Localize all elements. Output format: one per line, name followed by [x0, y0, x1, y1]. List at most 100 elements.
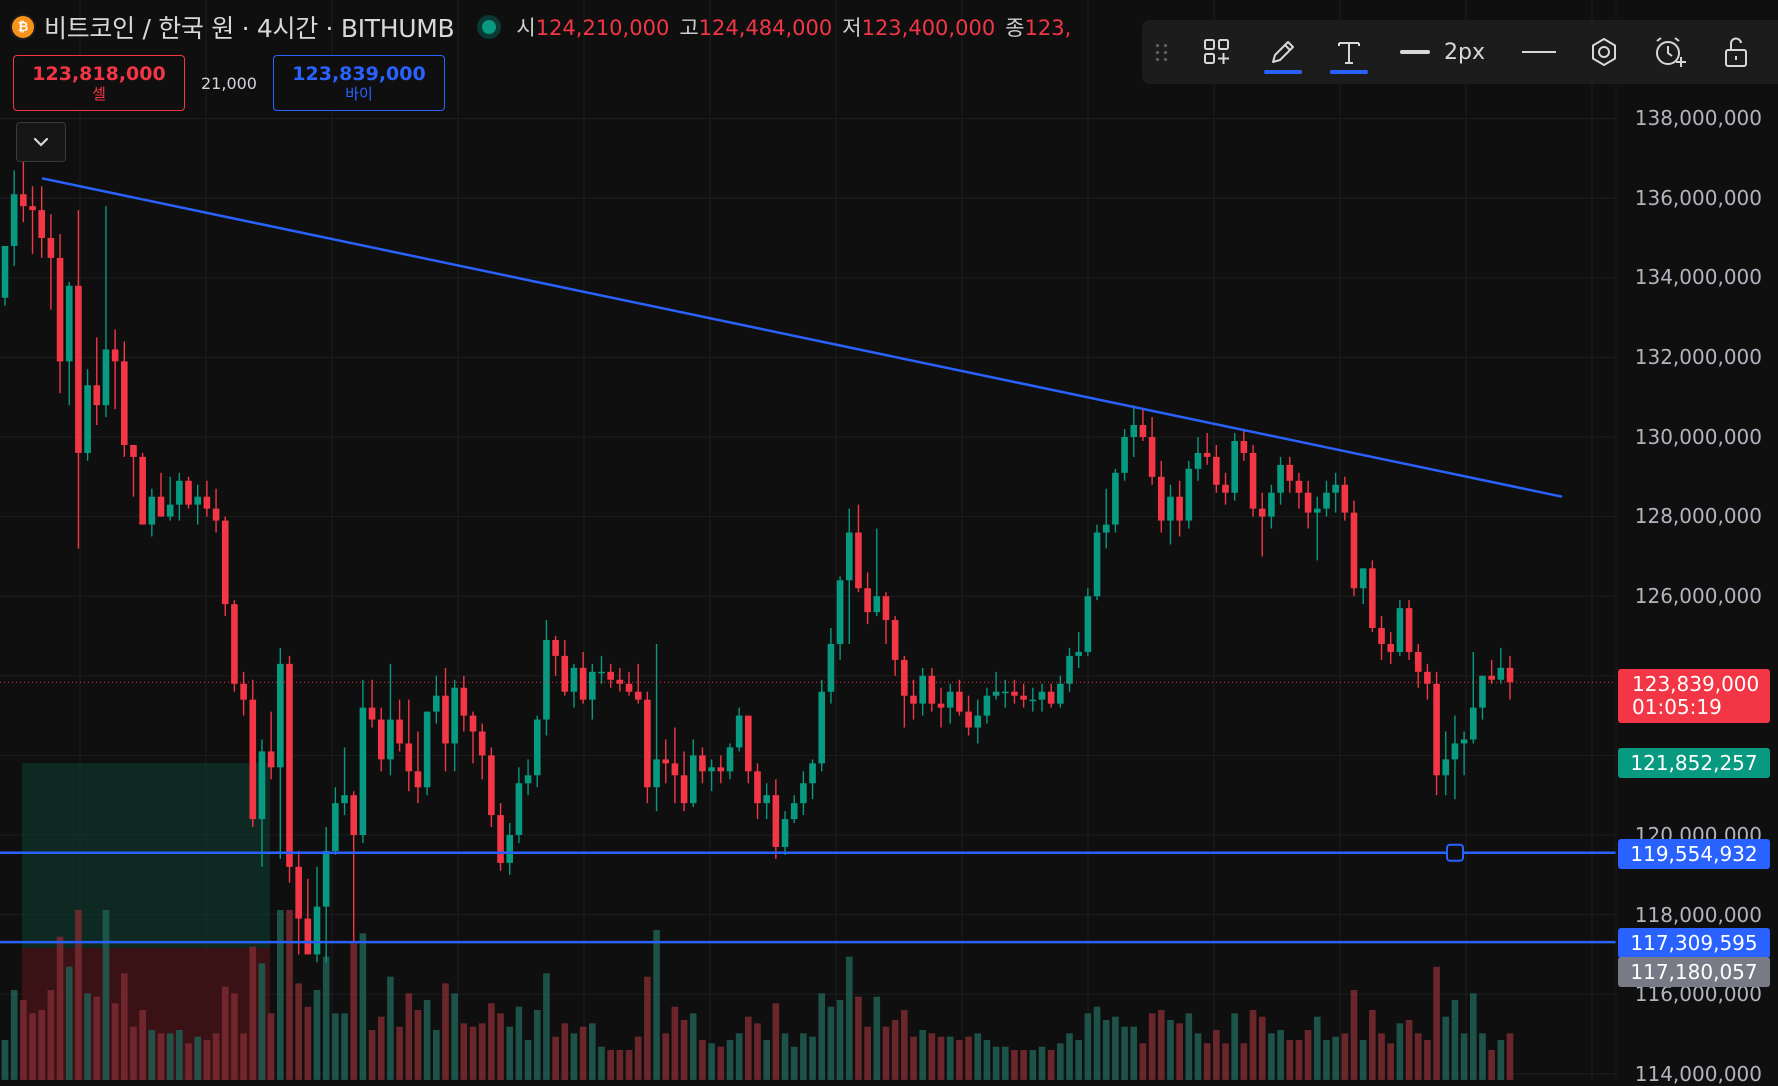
- candle-body: [1442, 759, 1450, 776]
- candle-body: [827, 643, 835, 692]
- line-style-icon: [1521, 51, 1556, 53]
- volume-bar: [717, 1046, 725, 1080]
- candle-body: [488, 755, 495, 816]
- candle-body: [341, 795, 348, 804]
- symbol-title[interactable]: 비트코인 / 한국 원 · 4시간 · BITHUMB: [44, 14, 455, 43]
- volume-bar: [1, 1040, 9, 1080]
- chevron-down-icon: [33, 137, 49, 147]
- line-handle: [1446, 843, 1464, 862]
- candle-body: [240, 683, 247, 700]
- price-axis-label: 126,000,000: [1634, 584, 1762, 608]
- buy-button[interactable]: 123,839,000 바이: [273, 55, 445, 111]
- volume-bar: [102, 910, 110, 1080]
- volume-bar: [1323, 1040, 1330, 1080]
- volume-bar: [56, 936, 64, 1080]
- volume-bar: [341, 1013, 348, 1080]
- volume-bar: [891, 1020, 899, 1080]
- spread-value: 21,000: [201, 73, 257, 93]
- volume-bar: [827, 1006, 835, 1080]
- candle-body: [1093, 532, 1101, 597]
- candle-body: [1313, 508, 1321, 513]
- volume-bar: [1194, 1033, 1202, 1080]
- line-width-label: 2px: [1444, 39, 1485, 65]
- candle-body: [359, 707, 367, 835]
- volume-bar: [84, 993, 91, 1080]
- volume-bar: [1167, 1020, 1174, 1080]
- volume-bar: [506, 1026, 514, 1080]
- add-indicator-button[interactable]: [1184, 20, 1250, 84]
- volume-bar: [956, 1040, 963, 1080]
- horizontal-line-1-tag[interactable]: 119,554,932: [1618, 839, 1770, 869]
- candle-body: [1350, 512, 1358, 589]
- candle-body: [442, 695, 449, 744]
- candle-body: [1378, 628, 1385, 644]
- trendline: [41, 177, 1563, 498]
- volume-bar: [1359, 1040, 1367, 1080]
- candle-body: [111, 349, 119, 362]
- drawing-toolbar: 2px: [1142, 20, 1778, 84]
- candle-body: [1286, 464, 1294, 481]
- volume-bar: [735, 1033, 743, 1080]
- candle-body: [1460, 739, 1468, 744]
- price-axis-label: 134,000,000: [1634, 265, 1762, 289]
- volume-bar: [1396, 1023, 1404, 1080]
- collapse-legend-button[interactable]: [16, 122, 66, 162]
- volume-bar: [405, 993, 413, 1080]
- text-tool-button[interactable]: [1316, 20, 1382, 84]
- candle-body: [221, 520, 229, 605]
- price-axis-label: 128,000,000: [1634, 504, 1762, 528]
- candle-body: [589, 671, 596, 700]
- pencil-tool-button[interactable]: [1250, 20, 1316, 84]
- candle-body: [910, 695, 917, 704]
- volume-bar: [1268, 1033, 1275, 1080]
- volume-bar: [1075, 1040, 1082, 1080]
- candle-body: [130, 444, 137, 457]
- candle-body: [992, 691, 1000, 696]
- candle-body: [515, 783, 523, 835]
- volume-bar: [1139, 1043, 1147, 1080]
- alert-button[interactable]: [1637, 20, 1703, 84]
- candle-body: [836, 580, 844, 644]
- candle-body: [497, 815, 504, 863]
- volume-bar: [873, 996, 881, 1080]
- bitcoin-coin-icon: ₿: [12, 16, 34, 38]
- volume-bar: [781, 1033, 789, 1080]
- buy-price: 123,839,000: [292, 63, 426, 85]
- price-axis-label: 138,000,000: [1634, 106, 1762, 130]
- volume-bar: [359, 933, 367, 1080]
- volume-bar: [240, 1033, 247, 1080]
- lock-button[interactable]: [1703, 20, 1769, 84]
- candle-body: [965, 711, 972, 728]
- settings-button[interactable]: [1571, 20, 1637, 84]
- volume-bar: [754, 1023, 761, 1080]
- volume-bar: [937, 1036, 945, 1080]
- volume-bar: [47, 990, 55, 1080]
- candle-body: [258, 751, 266, 820]
- volume-bar: [818, 993, 826, 1080]
- sell-button[interactable]: 123,818,000 셀: [13, 55, 185, 111]
- candle-body: [295, 866, 302, 919]
- volume-bar: [221, 986, 229, 1080]
- line-style-button[interactable]: [1507, 20, 1571, 84]
- candle-body: [956, 691, 963, 712]
- horizontal-line-2-tag[interactable]: 117,309,595: [1618, 928, 1770, 958]
- volume-bar: [267, 1013, 275, 1080]
- candle-body: [699, 755, 706, 772]
- volume-bar: [249, 946, 257, 1080]
- volume-bar: [332, 1013, 339, 1080]
- volume-bar: [790, 1046, 798, 1080]
- volume-bar: [800, 1033, 807, 1080]
- volume-bar: [1414, 1033, 1422, 1080]
- volume-bar: [1093, 1006, 1101, 1080]
- grip-icon[interactable]: [1156, 43, 1174, 61]
- volume-bar: [524, 1040, 532, 1080]
- candle-body: [818, 691, 826, 764]
- candle-body: [946, 691, 954, 708]
- line-width-button[interactable]: 2px: [1400, 40, 1485, 65]
- volume-bar: [1112, 1016, 1119, 1080]
- candle-body: [1396, 608, 1404, 652]
- volume-bar: [901, 1010, 908, 1080]
- candle-body: [533, 719, 541, 776]
- market-status-dot[interactable]: [482, 20, 497, 34]
